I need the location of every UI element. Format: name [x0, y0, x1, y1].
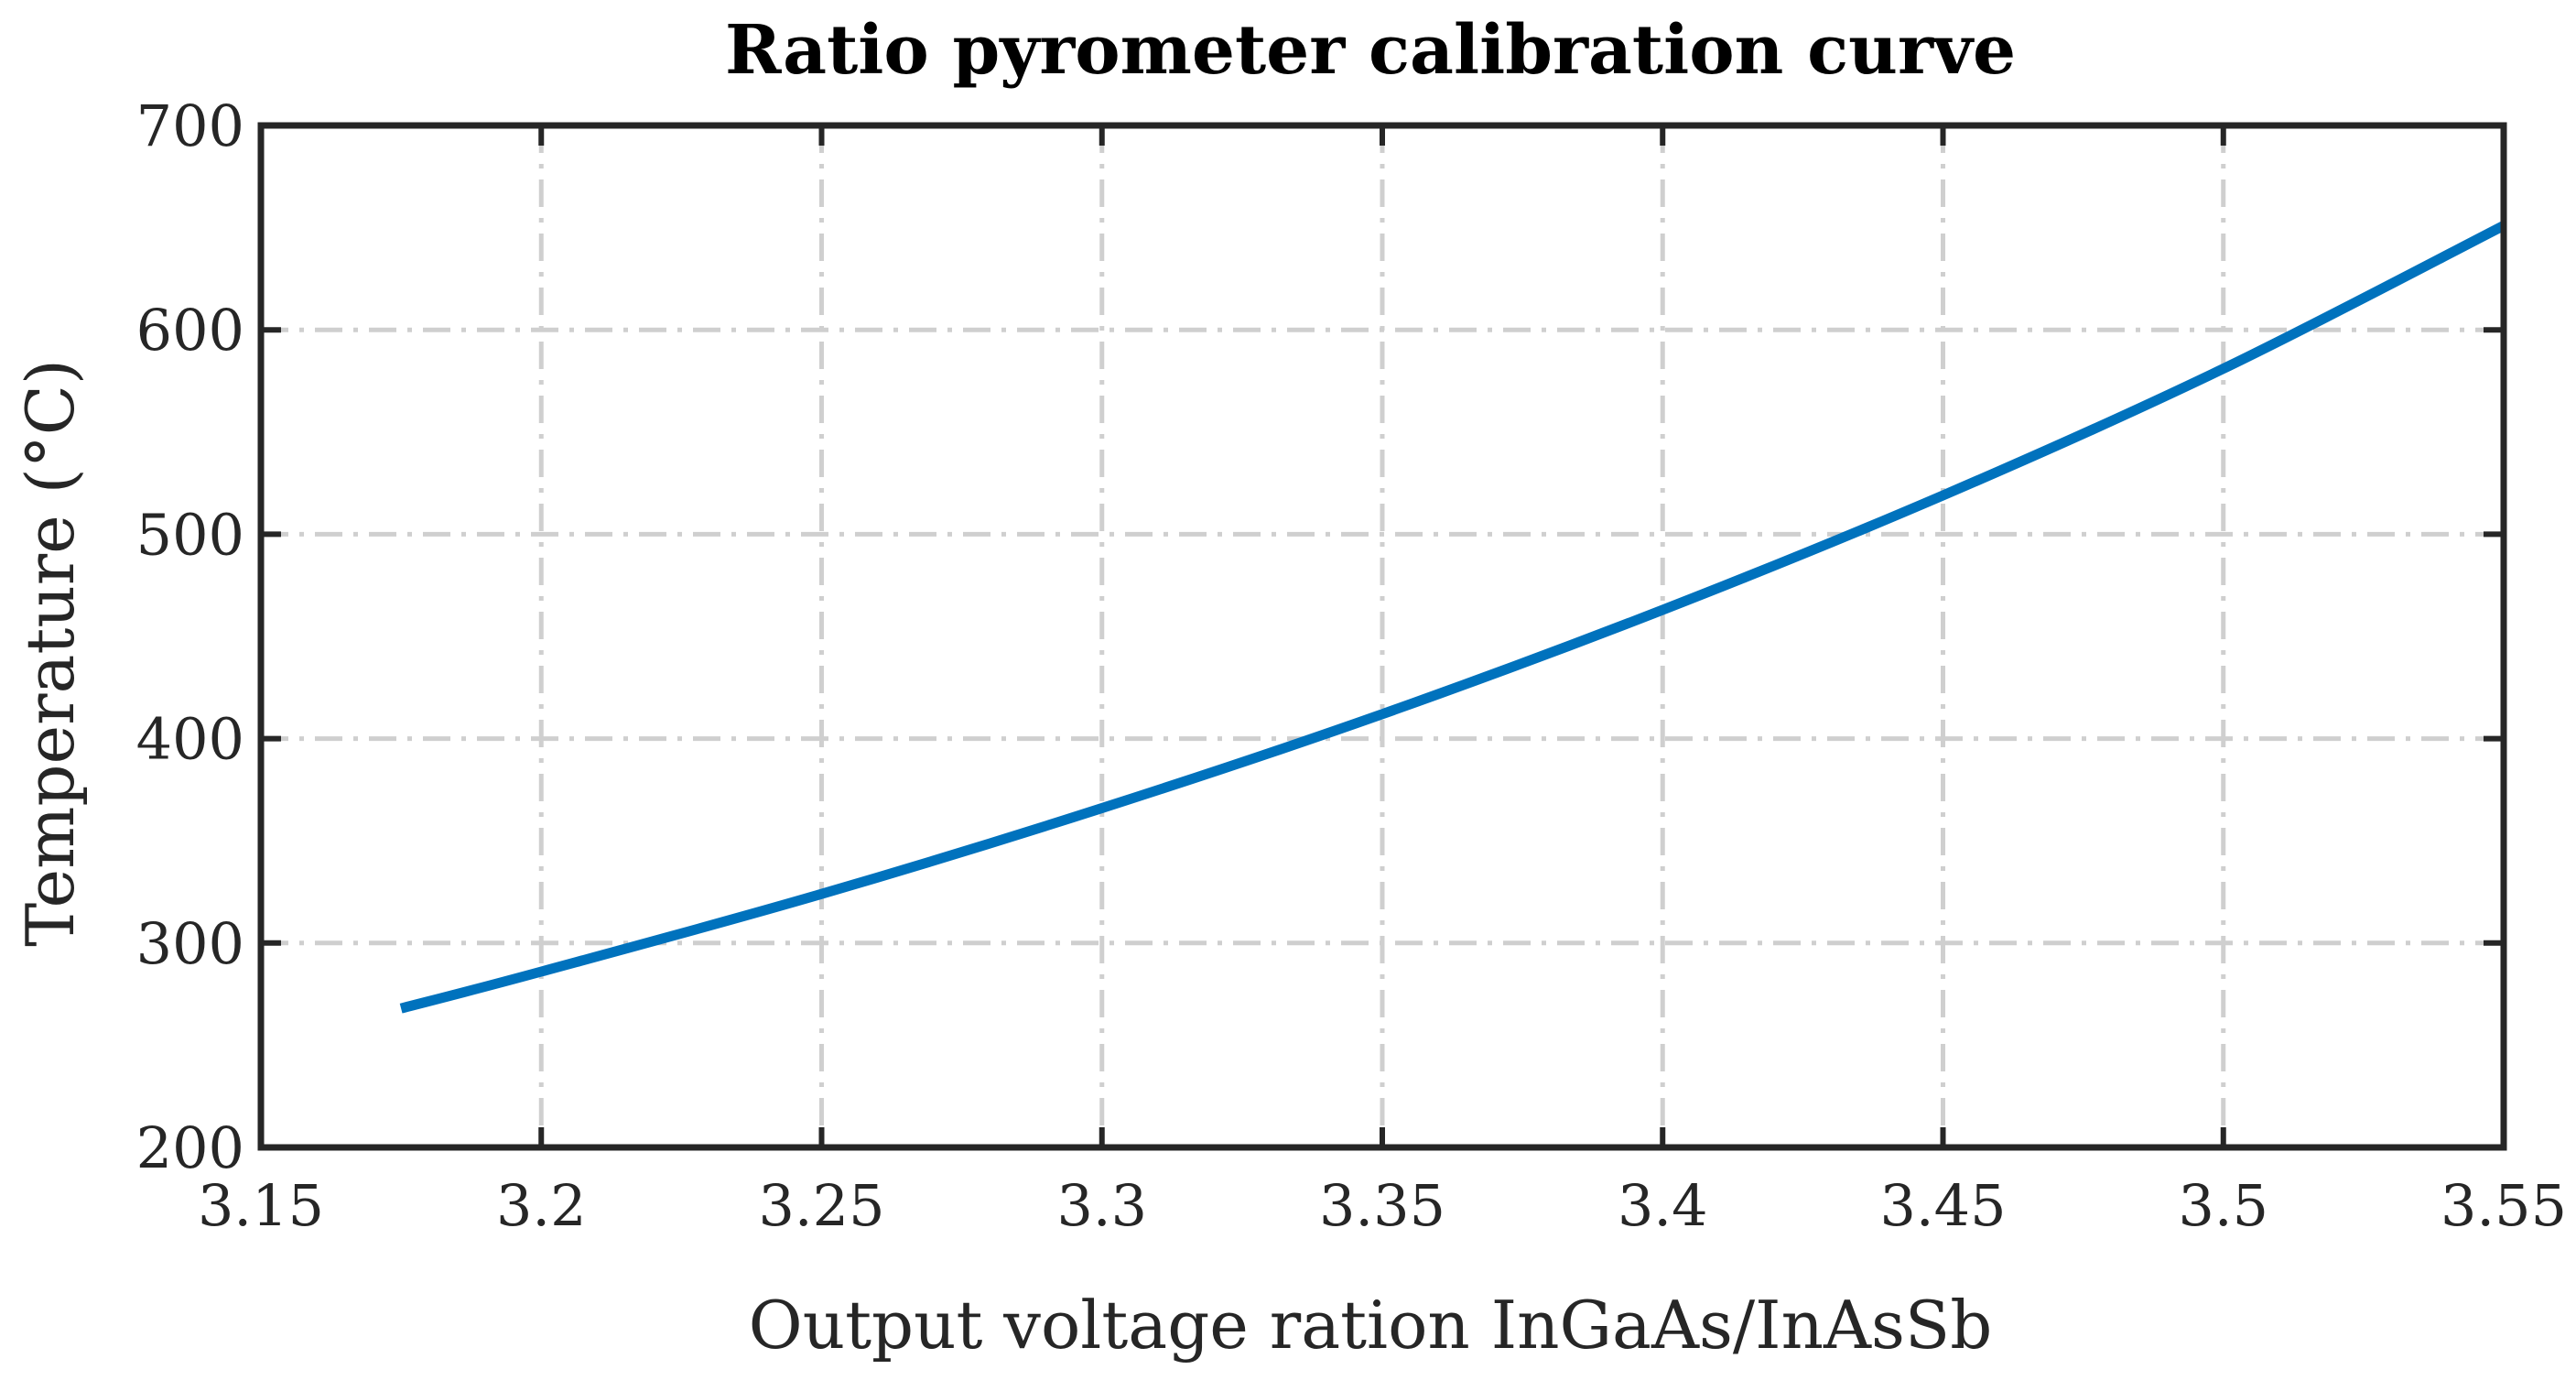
series-layer — [399, 221, 2506, 1014]
y-axis-label: Temperature (°C) — [12, 359, 89, 947]
ticks — [258, 123, 2506, 1150]
y-tick-label: 600 — [136, 297, 244, 364]
x-tick-label: 3.15 — [198, 1172, 324, 1239]
x-tick-label: 3.5 — [2178, 1172, 2268, 1239]
x-tick-label: 3.55 — [2441, 1172, 2567, 1239]
x-tick-label: 3.2 — [496, 1172, 587, 1239]
y-tick-label: 400 — [136, 706, 244, 773]
y-tick-label: 200 — [136, 1114, 244, 1181]
x-axis-label: Output voltage ration InGaAs/InAsSb — [749, 1287, 1993, 1364]
series-line-0 — [399, 221, 2506, 1014]
x-tick-label: 3.25 — [758, 1172, 884, 1239]
x-tick-label: 3.3 — [1056, 1172, 1147, 1239]
x-tick-labels: 3.15 3.2 3.25 3.3 3.35 3.4 3.45 3.5 3.55 — [198, 1172, 2567, 1239]
y-tick-label: 700 — [136, 92, 244, 159]
x-tick-label: 3.4 — [1618, 1172, 1708, 1239]
y-tick-labels: 200 300 400 500 600 700 — [136, 92, 244, 1181]
x-tick-label: 3.45 — [1879, 1172, 2006, 1239]
chart-title: Ratio pyrometer calibration curve — [725, 11, 2016, 90]
x-tick-label: 3.35 — [1319, 1172, 1445, 1239]
y-tick-label: 300 — [136, 910, 244, 977]
grid — [261, 125, 2504, 1147]
y-tick-label: 500 — [136, 501, 244, 568]
